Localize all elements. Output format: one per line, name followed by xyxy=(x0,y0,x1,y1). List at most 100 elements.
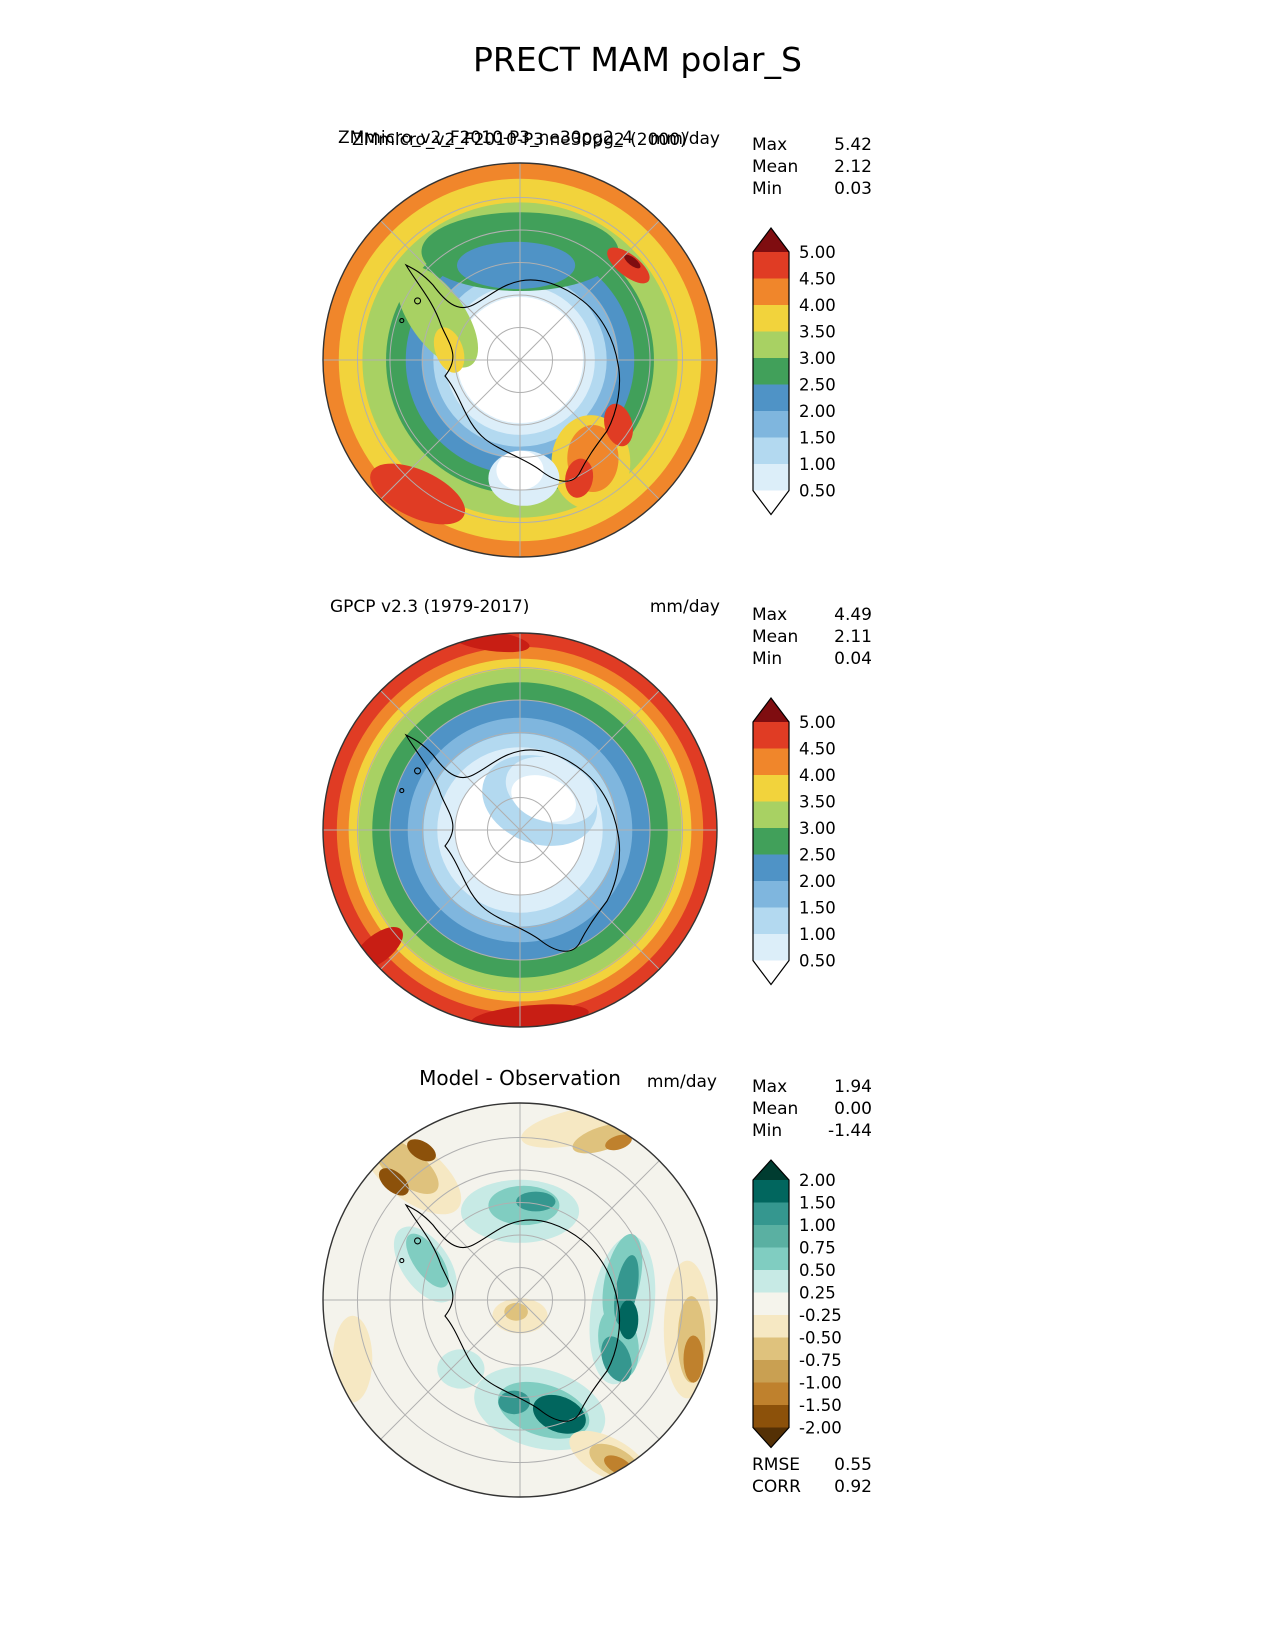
panel3-title: Model - Observation xyxy=(419,1066,621,1090)
antarctica-coastline xyxy=(399,263,621,482)
panel3-units-label: mm/day xyxy=(646,1072,717,1092)
colorbar-tick-label: 3.50 xyxy=(799,323,836,342)
colorbar-tick-label: 1.00 xyxy=(799,455,836,474)
colorbar-band xyxy=(753,934,789,961)
colorbar-tick-label: 1.00 xyxy=(799,925,836,944)
antarctica-coastline xyxy=(399,733,621,952)
panel1-polar-map xyxy=(318,158,722,562)
stat-row: Mean 2.11 xyxy=(752,626,872,648)
stat-row: Min 0.03 xyxy=(752,178,872,200)
panel2-title: GPCP v2.3 (1979-2017) xyxy=(330,597,530,617)
panel3-skill-scores: RMSE 0.55 CORR 0.92 xyxy=(752,1454,872,1498)
stat-row: Mean 0.00 xyxy=(752,1098,872,1120)
colorbar-band xyxy=(753,437,789,465)
panel1-title-line-b: ZMmicro_v2_F2010-P3.ne30pg2 (2000) xyxy=(352,130,687,150)
colorbar-tick-label: 4.50 xyxy=(799,740,836,759)
colorbar-band xyxy=(753,252,789,279)
panel1-stats: Max 5.42 Mean 2.12 Min 0.03 xyxy=(752,134,872,200)
panel1-colorbar: 5.00 4.50 4.00 3.50 3.00 2.50 2.00 1.50 1.00 0.50 xyxy=(752,224,872,523)
colorbar-band xyxy=(753,1315,789,1338)
stat-label: Min xyxy=(752,649,783,669)
stat-value: 0.04 xyxy=(834,649,872,669)
colorbar-band xyxy=(753,411,789,438)
stat-row: RMSE 0.55 xyxy=(752,1454,872,1476)
colorbar-tick-label: 4.00 xyxy=(799,766,836,785)
colorbar-tick-label: -0.25 xyxy=(799,1306,842,1325)
panel2-units-label: mm/day xyxy=(649,597,720,617)
colorbar-band xyxy=(753,1180,789,1203)
stat-label: CORR xyxy=(752,1477,801,1497)
colorbar-svg: 5.00 4.50 4.00 3.50 3.00 2.50 2.00 1.50 1.00 0.50 xyxy=(752,227,836,516)
colorbar-outline xyxy=(752,697,790,986)
colorbar-svg: 2.00 1.50 1.00 0.75 0.50 0.25 -0.25 -0.50 -0.75 -… xyxy=(752,1159,842,1449)
graticule xyxy=(323,1103,717,1497)
colorbar-svg: 5.00 4.50 4.00 3.50 3.00 2.50 2.00 1.50 1.00 0.50 xyxy=(752,697,836,986)
colorbar-band xyxy=(753,464,789,491)
stat-value: 0.00 xyxy=(834,1099,872,1119)
colorbar-band xyxy=(753,775,789,802)
colorbar-tick-label: 3.00 xyxy=(799,349,836,368)
colorbar-below-arrow xyxy=(753,490,789,515)
colorbar-band xyxy=(753,1225,789,1248)
polar-map-svg xyxy=(322,632,718,1028)
colorbar-tick-label: 0.50 xyxy=(799,482,836,501)
colorbar-band xyxy=(753,722,789,749)
stat-label: Max xyxy=(752,1077,788,1097)
colorbar-tick-label: 5.00 xyxy=(799,713,836,732)
colorbar-body: 2.00 1.50 1.00 0.75 0.50 0.25 -0.25 -0.50 -0.75 -… xyxy=(752,1159,842,1449)
stat-row: Mean 2.12 xyxy=(752,156,872,178)
map-border xyxy=(322,1102,718,1498)
panel2-colorbar: 5.00 4.50 4.00 3.50 3.00 2.50 2.00 1.50 1.00 0.50 xyxy=(752,694,872,993)
colorbar-band xyxy=(753,1202,789,1226)
colorbar-tick-label: 0.25 xyxy=(799,1284,836,1303)
stat-row: Min 0.04 xyxy=(752,648,872,670)
colorbar-band xyxy=(753,1270,789,1293)
colorbar-tick-label: 2.00 xyxy=(799,872,836,891)
colorbar-band xyxy=(753,1337,789,1361)
colorbar-above-arrow xyxy=(753,228,789,252)
colorbar-tick-label: 1.50 xyxy=(799,899,836,918)
colorbar-outline xyxy=(752,227,790,516)
panel2-polar-map xyxy=(318,628,722,1032)
colorbar-band xyxy=(753,331,789,359)
colorbar-tick-label: -2.00 xyxy=(799,1419,842,1438)
stat-label: Min xyxy=(752,179,783,199)
colorbar-band xyxy=(753,1405,789,1428)
colorbar-tick-label: 0.50 xyxy=(799,952,836,971)
stat-value: 2.12 xyxy=(834,157,872,177)
stat-value: 0.92 xyxy=(834,1477,872,1497)
colorbar-tick-label: -1.00 xyxy=(799,1374,842,1393)
colorbar-tick-label: -0.75 xyxy=(799,1351,842,1370)
panel3-stats: Max 1.94 Mean 0.00 Min -1.44 xyxy=(752,1076,872,1142)
colorbar-band xyxy=(753,907,789,935)
colorbar-band xyxy=(753,358,789,385)
colorbar-band xyxy=(753,1382,789,1406)
polar-map-svg xyxy=(322,1102,718,1498)
colorbar-tick-label: 1.00 xyxy=(799,1216,836,1235)
stat-value: 4.49 xyxy=(834,605,872,625)
stat-value: 2.11 xyxy=(834,627,872,647)
stat-value: -1.44 xyxy=(828,1121,872,1141)
colorbar-tick-label: 0.50 xyxy=(799,1261,836,1280)
stat-label: Min xyxy=(752,1121,783,1141)
polar-map-svg xyxy=(322,162,718,558)
panel3-colorbar: 2.00 1.50 1.00 0.75 0.50 0.25 -0.25 -0.50 -0.75 -… xyxy=(752,1156,872,1456)
colorbar-tick-label: 3.50 xyxy=(799,793,836,812)
colorbar-band xyxy=(753,748,789,776)
colorbar-band xyxy=(753,1247,789,1271)
colorbar-tick-label: 3.00 xyxy=(799,819,836,838)
panel1-title-line-a: ZMmicro_v2_F2010-P3_ne30pg2_4 xyxy=(338,128,634,148)
colorbar-tick-label: -0.50 xyxy=(799,1329,842,1348)
colorbar-band xyxy=(753,384,789,412)
panel3-polar-map xyxy=(318,1098,722,1502)
colorbar-below-arrow xyxy=(753,960,789,985)
stat-label: Mean xyxy=(752,157,799,177)
colorbar-outline xyxy=(752,1159,790,1449)
colorbar-tick-label: 4.50 xyxy=(799,270,836,289)
colorbar-band xyxy=(753,828,789,855)
colorbar-tick-label: 2.00 xyxy=(799,402,836,421)
colorbar-band xyxy=(753,854,789,882)
stat-label: Mean xyxy=(752,1099,799,1119)
stat-value: 0.55 xyxy=(834,1455,872,1475)
